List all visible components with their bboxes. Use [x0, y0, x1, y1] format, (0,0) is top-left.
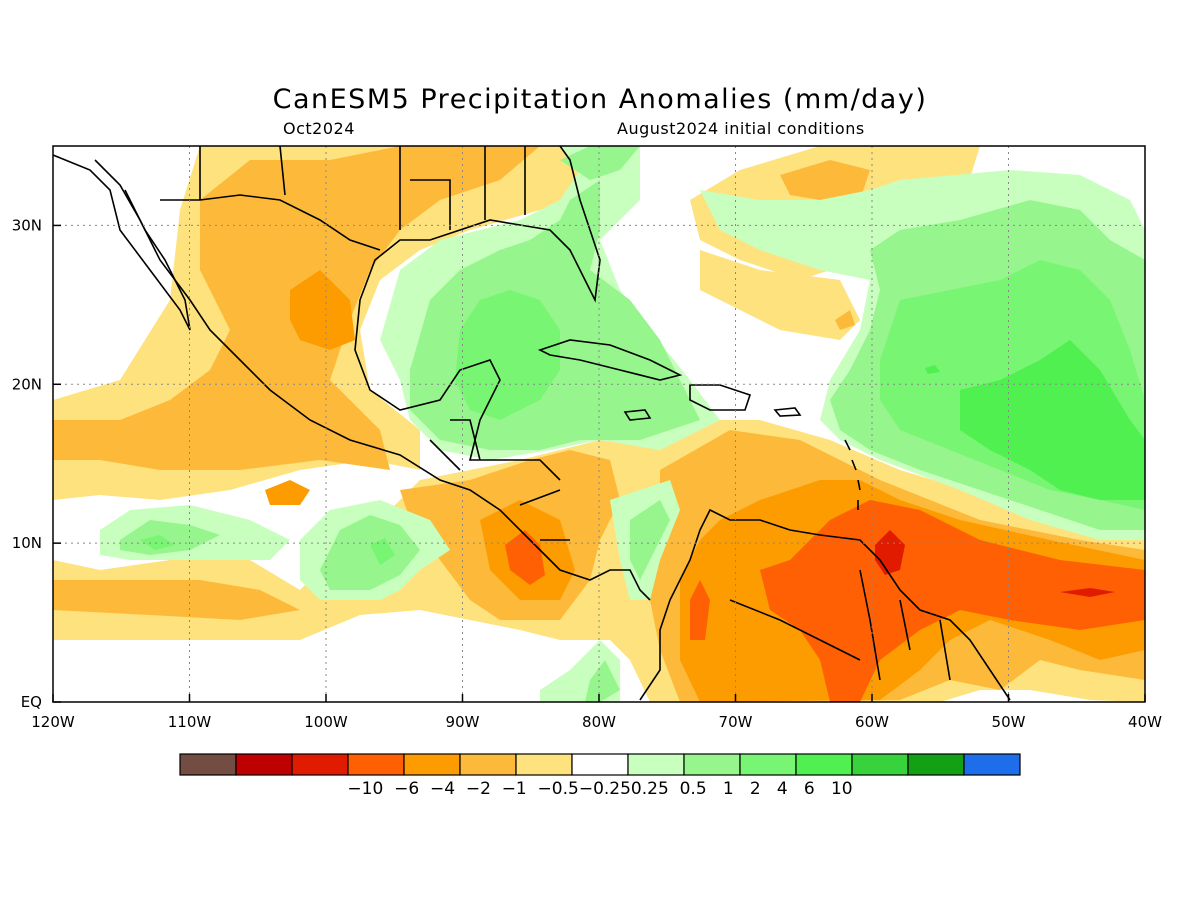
field-pos1-itcz-central [320, 515, 420, 590]
x-tick-label: 50W [992, 713, 1026, 731]
field-neg1-pacific-band [53, 580, 300, 620]
field-pos2-itcz [140, 535, 175, 550]
colorbar-swatch [515, 753, 573, 776]
field-pos4-small [925, 365, 940, 374]
field-pos1-caribbean-south [630, 500, 670, 580]
colorbar-swatch [627, 753, 685, 776]
field-neg05-north-central [700, 250, 860, 340]
colorbar-swatch [179, 753, 237, 776]
colorbar-swatch [571, 753, 629, 776]
y-tick-label: 20N [12, 375, 42, 393]
colorbar-swatch [291, 753, 349, 776]
colorbar-swatch [907, 753, 965, 776]
colorbar-swatch [851, 753, 909, 776]
colorbar: −10 −6 −4 −2 −1 −0.5−0.250.25 0.5 1 2 4 … [179, 753, 1021, 799]
colorbar-swatch [459, 753, 517, 776]
x-tick-label: 90W [446, 713, 480, 731]
colorbar-swatch [235, 753, 293, 776]
field-neg1-atl-small [835, 310, 855, 330]
colorbar-swatch [403, 753, 461, 776]
colorbar-swatch [963, 753, 1021, 776]
field-pos1-itcz-west [120, 520, 220, 555]
colorbar-swatch [347, 753, 405, 776]
field-neg2-mexico [290, 270, 355, 350]
field-pos1-north [560, 146, 640, 180]
y-tick-label: 30N [12, 216, 42, 234]
field-pos4-atlantic [960, 340, 1145, 500]
x-tick-label: 80W [582, 713, 616, 731]
field-neg4-guyana [690, 580, 710, 640]
coastlines [53, 146, 1011, 701]
grid-lines [53, 146, 1145, 702]
initial-conditions: August2024 initial conditions [617, 119, 865, 138]
chart-title: CanESM5 Precipitation Anomalies (mm/day) [272, 84, 928, 115]
y-tick-label: 10N [12, 534, 42, 552]
y-axis: EQ 10N 20N 30N [12, 216, 61, 711]
colorbar-swatch [739, 753, 797, 776]
x-tick-label: 60W [855, 713, 889, 731]
x-tick-label: 110W [168, 713, 212, 731]
x-tick-label: 70W [719, 713, 753, 731]
y-tick-label: EQ [21, 693, 42, 711]
x-tick-label: 120W [31, 713, 75, 731]
x-tick-label: 40W [1128, 713, 1162, 731]
field-neg4-atlantic-band [760, 500, 1145, 702]
x-tick-label: 100W [304, 713, 348, 731]
field-neg6-east [1060, 588, 1115, 597]
field-pos1-panama [585, 660, 620, 702]
field-neg1-atl-north [780, 160, 870, 200]
colorbar-swatch [683, 753, 741, 776]
field-neg4-costa-rica [505, 530, 545, 585]
field-pos2-gulf [455, 290, 560, 420]
x-axis: 120W 110W 100W 90W 80W 70W 60W 50W 40W [31, 694, 1162, 731]
forecast-month: Oct2024 [283, 119, 355, 138]
field-neg2-pac-blob [265, 480, 310, 505]
colorbar-labels: −10 −6 −4 −2 −1 −0.5−0.250.25 0.5 1 2 4 … [347, 779, 852, 799]
field-pos2-itcz2 [370, 538, 395, 565]
colorbar-swatch [795, 753, 853, 776]
